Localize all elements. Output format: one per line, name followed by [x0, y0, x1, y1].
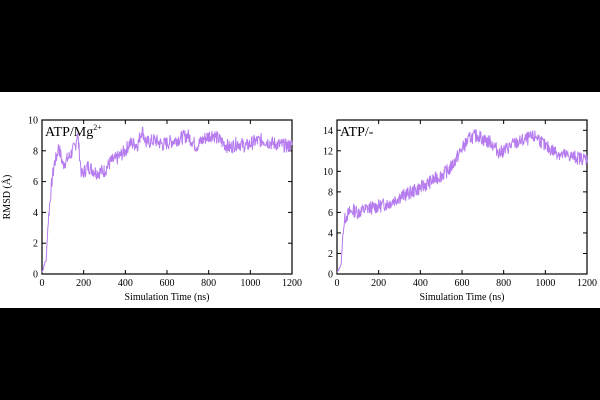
y-tick-label: 8	[328, 187, 333, 198]
y-tick-label: 2	[328, 249, 333, 260]
x-tick-label: 400	[118, 278, 133, 289]
x-tick-label: 1200	[577, 278, 597, 289]
x-tick-label: 400	[413, 278, 428, 289]
y-tick-label: 10	[323, 167, 333, 178]
x-axis-title: Simulation Time (ns)	[419, 292, 504, 303]
y-tick-label: 4	[328, 228, 333, 239]
y-tick-label: 14	[323, 126, 333, 137]
plot-frame-2	[336, 119, 588, 275]
y-tick-label: 4	[33, 208, 38, 219]
panel-label-2: ATP/-	[340, 125, 374, 140]
x-tick-label: 200	[371, 278, 386, 289]
x-tick-label: 200	[76, 278, 91, 289]
series-line-1	[41, 126, 293, 273]
y-tick-label: 0	[328, 270, 333, 281]
x-axis-title: Simulation Time (ns)	[124, 292, 209, 303]
figure-panel: 0 200 400 600 800 1000 1200 0 2 4 6 8 10 Simulation T…	[0, 92, 600, 308]
y-tick-label: 10	[28, 116, 38, 127]
x-tick-label: 800	[201, 278, 216, 289]
x-tick-label: 1000	[240, 278, 260, 289]
x-tick-label: 600	[160, 278, 175, 289]
x-tick-label: 0	[40, 278, 45, 289]
y-tick-label: 2	[33, 239, 38, 250]
series-line-2	[336, 129, 588, 273]
y-axis-title: RMSD (Å)	[1, 175, 13, 220]
y-tick-label: 12	[323, 146, 333, 157]
panel-label-superscript: 2+	[93, 123, 102, 132]
y-tick-label: 0	[33, 270, 38, 281]
y-tick-label: 6	[33, 177, 38, 188]
x-tick-label: 800	[496, 278, 511, 289]
panel-label-1: ATP/Mg2+	[45, 123, 102, 140]
x-tick-label: 1000	[535, 278, 555, 289]
x-tick-label: 1200	[282, 278, 302, 289]
y-tick-label: 8	[33, 146, 38, 157]
x-tick-label: 0	[335, 278, 340, 289]
y-tick-label: 6	[328, 208, 333, 219]
x-tick-label: 600	[455, 278, 470, 289]
